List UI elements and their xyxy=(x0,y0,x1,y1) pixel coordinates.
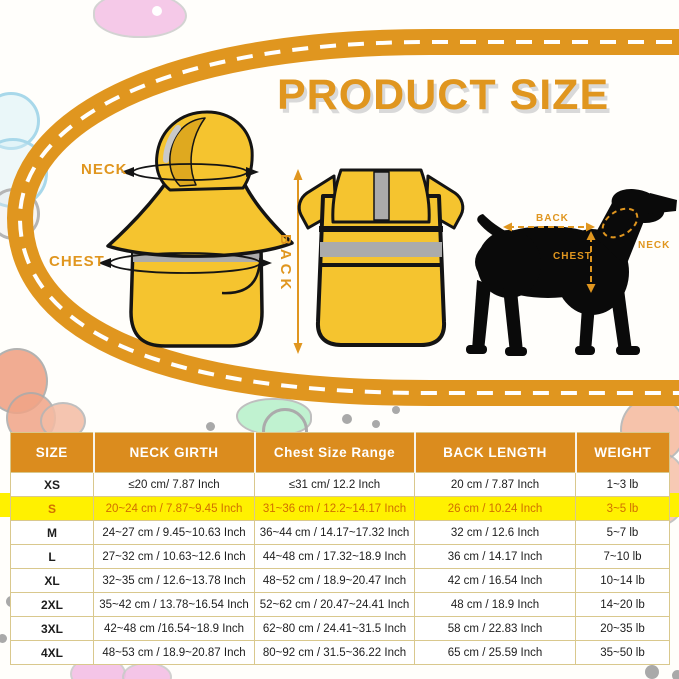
size-table-head: SIZE NECK GIRTH Chest Size Range BACK LENGT… xyxy=(10,432,670,473)
table-cell: 10~14 lb xyxy=(575,568,670,593)
table-cell: 27~32 cm / 10.63~12.6 Inch xyxy=(93,544,255,569)
table-cell: 24~27 cm / 9.45~10.63 Inch xyxy=(93,520,255,545)
table-cell: 5~7 lb xyxy=(575,520,670,545)
gray-dot xyxy=(672,670,679,679)
size-cell: XL xyxy=(10,568,94,593)
table-cell: 36~44 cm / 14.17~17.32 Inch xyxy=(254,520,415,545)
size-table-body: XS ≤20 cm/ 7.87 Inch ≤31 cm/ 12.2 Inch 20 c… xyxy=(10,472,670,665)
size-table: SIZE NECK GIRTH Chest Size Range BACK LENGT… xyxy=(10,432,670,665)
candy-pink-top xyxy=(93,0,187,38)
gray-dot xyxy=(0,634,7,643)
table-cell: 3~5 lb xyxy=(575,496,670,521)
raincoat-front-view xyxy=(98,110,294,348)
size-cell: 2XL xyxy=(10,592,94,617)
front-chest-label: CHEST xyxy=(49,253,105,270)
table-cell: 20~35 lb xyxy=(575,616,670,641)
table-header-row: SIZE NECK GIRTH Chest Size Range BACK LENGT… xyxy=(10,432,670,473)
gray-dot xyxy=(372,420,380,428)
size-cell: S xyxy=(10,496,94,521)
front-chest-arrow xyxy=(98,252,272,274)
table-header-cell: SIZE xyxy=(10,432,95,473)
gray-dot xyxy=(206,422,215,431)
table-header-cell: NECK GIRTH xyxy=(92,432,256,473)
dog-silhouette xyxy=(466,189,677,356)
table-row: L 27~32 cm / 10.63~12.6 Inch 44~48 cm / 17… xyxy=(10,544,670,569)
table-cell: 80~92 cm / 31.5~36.22 Inch xyxy=(254,640,415,665)
table-cell: 52~62 cm / 20.47~24.41 Inch xyxy=(254,592,415,617)
candy-dot xyxy=(152,6,162,16)
table-header-cell: Chest Size Range xyxy=(253,432,416,473)
table-row: 4XL 48~53 cm / 18.9~20.87 Inch 80~92 cm / … xyxy=(10,640,670,665)
table-cell: 35~42 cm / 13.78~16.54 Inch xyxy=(93,592,255,617)
table-cell: 58 cm / 22.83 Inch xyxy=(414,616,576,641)
table-cell: 65 cm / 25.59 Inch xyxy=(414,640,576,665)
table-row: XS ≤20 cm/ 7.87 Inch ≤31 cm/ 12.2 Inch 20 c… xyxy=(10,472,670,497)
dog-back-label: BACK xyxy=(536,213,569,224)
table-cell: 35~50 lb xyxy=(575,640,670,665)
table-header-cell: WEIGHT xyxy=(574,432,670,473)
table-row: XL 32~35 cm / 12.6~13.78 Inch 48~52 cm / 1… xyxy=(10,568,670,593)
page-title: PRODUCT SIZE xyxy=(277,71,610,119)
size-cell: XS xyxy=(10,472,94,497)
front-neck-arrow xyxy=(121,163,259,181)
table-cell: 42~48 cm /16.54~18.9 Inch xyxy=(93,616,255,641)
raincoat-back-view xyxy=(297,168,465,347)
size-cell: M xyxy=(10,520,94,545)
table-cell: 42 cm / 16.54 Inch xyxy=(414,568,576,593)
gray-dot xyxy=(645,665,659,679)
gray-dot xyxy=(392,406,400,414)
table-cell: 48~52 cm / 18.9~20.47 Inch xyxy=(254,568,415,593)
table-cell: 36 cm / 14.17 Inch xyxy=(414,544,576,569)
table-cell: 44~48 cm / 17.32~18.9 Inch xyxy=(254,544,415,569)
gray-dot xyxy=(342,414,352,424)
table-header-cell: BACK LENGTH xyxy=(413,432,577,473)
size-cell: 4XL xyxy=(10,640,94,665)
table-cell: 48 cm / 18.9 Inch xyxy=(414,592,576,617)
table-cell: 14~20 lb xyxy=(575,592,670,617)
table-cell: 20 cm / 7.87 Inch xyxy=(414,472,576,497)
table-cell: 26 cm / 10.24 Inch xyxy=(414,496,576,521)
table-cell: 62~80 cm / 24.41~31.5 Inch xyxy=(254,616,415,641)
front-neck-label: NECK xyxy=(81,161,128,178)
table-cell: 32 cm / 12.6 Inch xyxy=(414,520,576,545)
dog-measure-arrows xyxy=(503,207,639,293)
table-row-highlighted: S 20~24 cm / 7.87~9.45 Inch 31~36 cm / 12.… xyxy=(10,496,670,521)
back-length-label: BACK xyxy=(277,234,294,294)
table-cell: 20~24 cm / 7.87~9.45 Inch xyxy=(93,496,255,521)
dog-neck-label: NECK xyxy=(638,240,671,251)
table-cell: 48~53 cm / 18.9~20.87 Inch xyxy=(93,640,255,665)
table-row: 3XL 42~48 cm /16.54~18.9 Inch 62~80 cm / 2… xyxy=(10,616,670,641)
table-row: M 24~27 cm / 9.45~10.63 Inch 36~44 cm / 14… xyxy=(10,520,670,545)
table-cell: 31~36 cm / 12.2~14.17 Inch xyxy=(254,496,415,521)
table-cell: 1~3 lb xyxy=(575,472,670,497)
size-cell: L xyxy=(10,544,94,569)
road-graphic xyxy=(6,29,679,406)
dog-chest-label: CHEST xyxy=(553,251,592,262)
table-cell: 32~35 cm / 12.6~13.78 Inch xyxy=(93,568,255,593)
table-cell: ≤20 cm/ 7.87 Inch xyxy=(93,472,255,497)
table-cell: 7~10 lb xyxy=(575,544,670,569)
size-cell: 3XL xyxy=(10,616,94,641)
table-cell: ≤31 cm/ 12.2 Inch xyxy=(254,472,415,497)
table-row: 2XL 35~42 cm / 13.78~16.54 Inch 52~62 cm /… xyxy=(10,592,670,617)
